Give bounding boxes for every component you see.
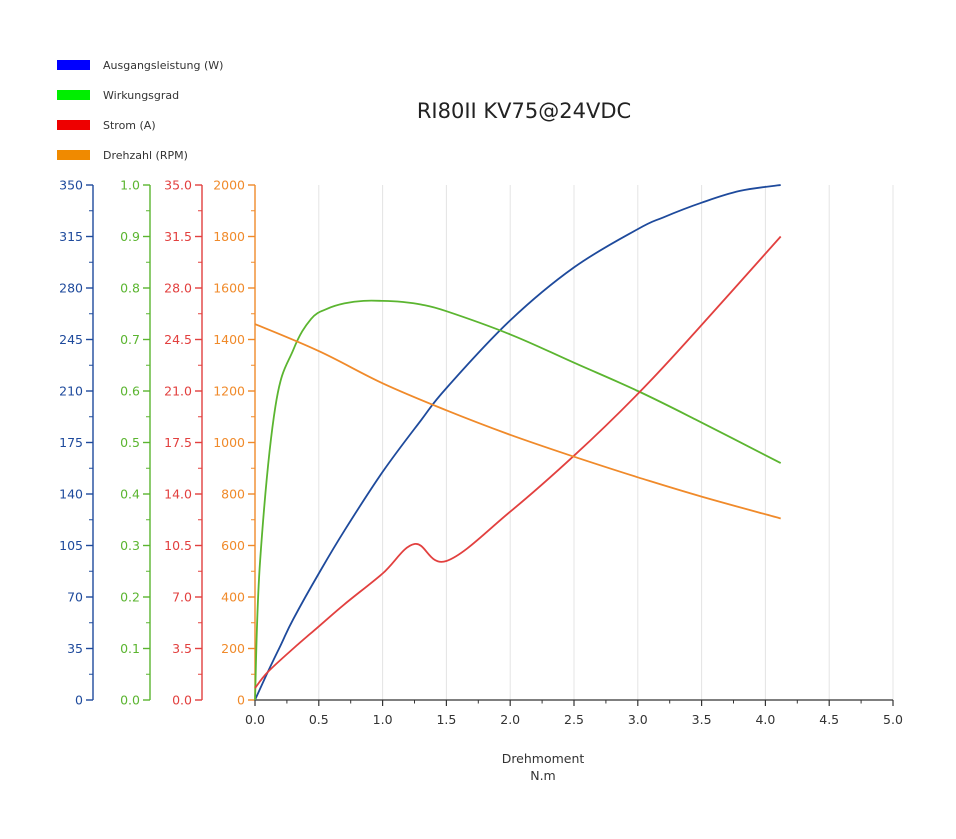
- y-tick-label: 14.0: [164, 487, 192, 502]
- y-tick-label: 0.1: [120, 641, 140, 656]
- y-tick-label: 1200: [213, 384, 245, 399]
- legend-swatch: [57, 120, 90, 130]
- y-tick-label: 0.6: [120, 384, 140, 399]
- y-tick-label: 35: [67, 641, 83, 656]
- x-tick-label: 5.0: [883, 712, 903, 727]
- y-tick-label: 35.0: [164, 178, 192, 193]
- y-tick-label: 0: [75, 693, 83, 708]
- series-line: [254, 299, 782, 701]
- y-tick-label: 3.5: [172, 641, 192, 656]
- y-tick-label: 0.7: [120, 332, 140, 347]
- y-tick-label: 0.5: [120, 435, 140, 450]
- y-tick-label: 315: [59, 229, 83, 244]
- series-lines: [254, 184, 782, 701]
- y-tick-label: 1000: [213, 435, 245, 450]
- x-tick-label: 4.0: [755, 712, 775, 727]
- y-tick-label: 1800: [213, 229, 245, 244]
- y-tick-label: 1400: [213, 332, 245, 347]
- x-axis: 0.0 0.5 1.0 1.5 2.0 2.5 3.0 3.5 4.0 4.5 5.0: [245, 699, 903, 727]
- y-axis-current: 0.0 3.5 7.0 10.5 14.0 17.5 21.0 24.5 28.0 31.5 35.…: [164, 178, 203, 708]
- y-tick-label: 210: [59, 384, 83, 399]
- y-tick-label: 0.0: [172, 693, 192, 708]
- y-tick-label: 2000: [213, 178, 245, 193]
- y-tick-label: 10.5: [164, 538, 192, 553]
- x-axis-label: Drehmoment: [502, 751, 585, 766]
- y-tick-label: 245: [59, 332, 83, 347]
- y-tick-label: 0.0: [120, 693, 140, 708]
- y-tick-label: 24.5: [164, 332, 192, 347]
- legend-swatch: [57, 150, 90, 160]
- y-tick-label: 0.4: [120, 487, 140, 502]
- y-tick-label: 1.0: [120, 178, 140, 193]
- legend-swatch: [57, 90, 90, 100]
- y-tick-label: 31.5: [164, 229, 192, 244]
- y-axis-efficiency: 0.0 0.1 0.2 0.3 0.4 0.5 0.6 0.7 0.8 0.9 1.0: [120, 178, 151, 708]
- y-tick-label: 350: [59, 178, 83, 193]
- y-tick-label: 140: [59, 487, 83, 502]
- x-tick-label: 1.0: [373, 712, 393, 727]
- y-tick-label: 1600: [213, 281, 245, 296]
- y-tick-label: 400: [221, 590, 245, 605]
- legend-label: Strom (A): [103, 119, 156, 132]
- x-tick-label: 2.0: [500, 712, 520, 727]
- legend-label: Ausgangsleistung (W): [103, 59, 223, 72]
- y-axis-power: 0 35 70 105 140 175 210 245 280 315 350: [59, 178, 94, 708]
- x-tick-label: 3.0: [628, 712, 648, 727]
- x-tick-label: 0.5: [309, 712, 329, 727]
- y-tick-label: 105: [59, 538, 83, 553]
- y-tick-label: 28.0: [164, 281, 192, 296]
- legend-label: Wirkungsgrad: [103, 89, 179, 102]
- legend-swatch: [57, 60, 90, 70]
- x-tick-label: 3.5: [692, 712, 712, 727]
- y-tick-label: 0.3: [120, 538, 140, 553]
- y-axes: 035701051401752102452803153500.00.10.20.…: [59, 178, 256, 708]
- grid: [318, 185, 894, 700]
- y-tick-label: 200: [221, 641, 245, 656]
- y-tick-label: 21.0: [164, 384, 192, 399]
- x-tick-label: 4.5: [819, 712, 839, 727]
- y-tick-label: 70: [67, 590, 83, 605]
- y-tick-label: 280: [59, 281, 83, 296]
- series-line: [254, 323, 781, 520]
- legend: Ausgangsleistung (W) Wirkungsgrad Strom (A…: [57, 59, 223, 162]
- y-tick-label: 0.2: [120, 590, 140, 605]
- y-tick-label: 0.9: [120, 229, 140, 244]
- y-tick-label: 800: [221, 487, 245, 502]
- y-tick-label: 7.0: [172, 590, 192, 605]
- y-tick-label: 17.5: [164, 435, 192, 450]
- y-tick-label: 0: [237, 693, 245, 708]
- x-axis-unit: N.m: [530, 768, 556, 783]
- chart-title: RI80II KV75@24VDC: [417, 99, 631, 123]
- x-tick-label: 2.5: [564, 712, 584, 727]
- legend-label: Drehzahl (RPM): [103, 149, 188, 162]
- y-tick-label: 175: [59, 435, 83, 450]
- x-tick-label: 0.0: [245, 712, 265, 727]
- series-line: [254, 184, 781, 701]
- series-line: [254, 235, 782, 689]
- y-tick-label: 600: [221, 538, 245, 553]
- y-axis-speed: 0 200 400 600 800 1000 1200 1400 1600 1800 2000: [213, 178, 256, 708]
- y-tick-label: 0.8: [120, 281, 140, 296]
- x-tick-label: 1.5: [436, 712, 456, 727]
